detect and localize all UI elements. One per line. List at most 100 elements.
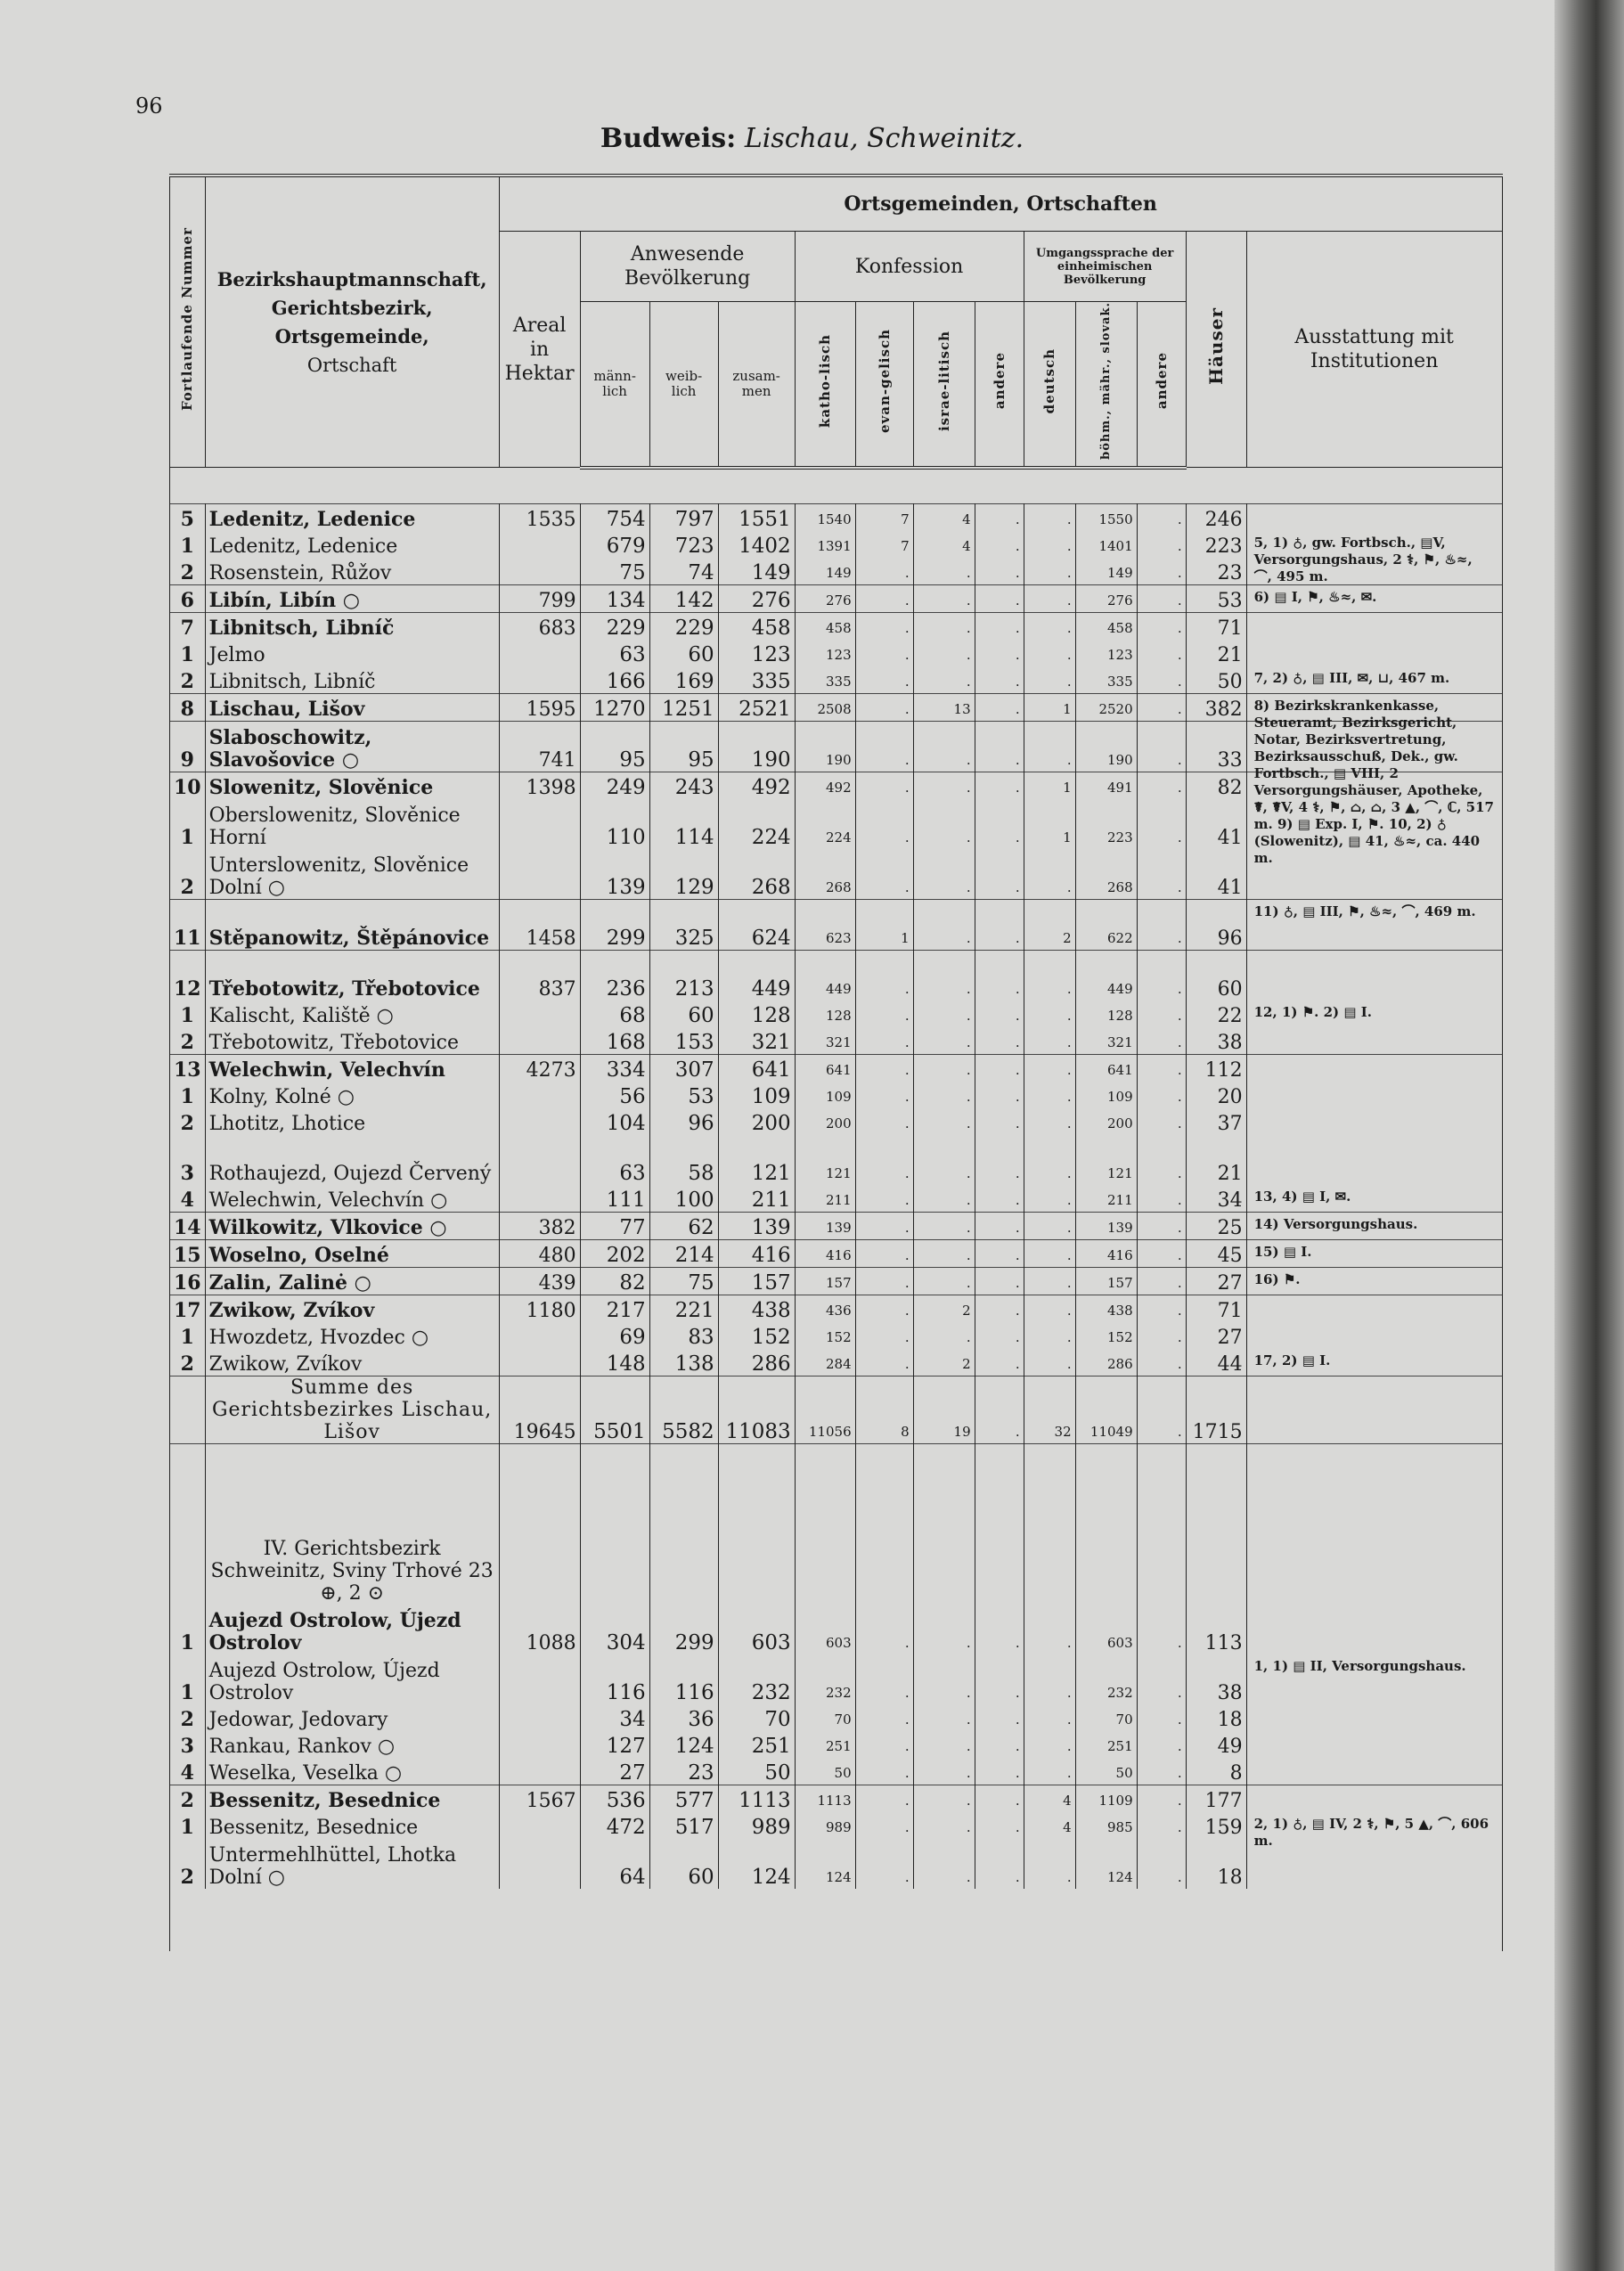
cell-areal	[498, 1811, 581, 1839]
cell-evangelisch: .	[854, 1000, 914, 1027]
row-notes: 13, 4) ▤ I, ✉.	[1245, 1184, 1503, 1213]
cell-weiblich: 53	[649, 1081, 719, 1108]
row-name: Ledenitz, Ledenice	[204, 502, 500, 531]
row-name: Woselno, Oselné	[204, 1238, 500, 1268]
cell-andere-konf: .	[974, 720, 1024, 772]
institutions-note: 14) Versorgungshaus.	[1253, 1215, 1418, 1232]
cell-deutsch: .	[1023, 1838, 1076, 1889]
row-name: Lischau, Lišov	[204, 692, 500, 722]
cell-zusammen: 200	[717, 1107, 796, 1135]
cell-andere-konf: .	[974, 949, 1024, 1001]
row-number: 8	[169, 692, 206, 722]
cell-haeuser: 25	[1185, 1211, 1247, 1240]
cell-andere-konf: .	[974, 1757, 1024, 1785]
row-number: 6	[169, 584, 206, 613]
cell-evangelisch: 7	[854, 502, 914, 531]
cell-katholisch: 70	[794, 1703, 856, 1731]
row-number: 13	[169, 1053, 206, 1082]
cell-israelitisch: .	[912, 1026, 975, 1055]
row-number: 15	[169, 1238, 206, 1268]
cell-andere-konf: .	[974, 666, 1024, 694]
header-ausstattung: Ausstattung mit Institutionen	[1245, 230, 1503, 469]
table-row: 16 Zalin, Zalinė ○ 439 82 75 157 157.... 157. 27…	[169, 1266, 1503, 1295]
cell-evangelisch: .	[854, 1321, 914, 1349]
cell-andere-konf: .	[974, 1784, 1024, 1812]
cell-boehmisch: 458	[1074, 611, 1138, 640]
table-row: 2 Jedowar, Jedovary 34 36 70 70.... 70. 18	[169, 1703, 1503, 1731]
cell-haeuser: 177	[1185, 1784, 1247, 1812]
row-notes	[1245, 557, 1503, 585]
row-number: 2	[169, 557, 206, 585]
cell-boehmisch: 152	[1074, 1321, 1138, 1349]
cell-andere-sprache: .	[1136, 1053, 1187, 1082]
cell-areal: 480	[498, 1238, 581, 1268]
cell-israelitisch: .	[912, 1757, 975, 1785]
cell-areal	[498, 1026, 581, 1055]
cell-andere-konf: .	[974, 1604, 1024, 1654]
table-row: 17 Zwikow, Zvíkov 1180 217 221 438 436. 2.. 438.…	[169, 1294, 1503, 1322]
cell-evangelisch: .	[854, 848, 914, 900]
cell-zusammen: 190	[717, 720, 796, 772]
cell-haeuser: 8	[1185, 1757, 1247, 1785]
cell-andere-sprache: .	[1136, 798, 1187, 849]
cell-maennlich: 5501	[579, 1375, 650, 1444]
cell-andere-sprache: .	[1136, 1081, 1187, 1108]
cell-haeuser: 50	[1185, 666, 1247, 694]
header-haeuser: Häuser	[1185, 230, 1247, 469]
table-row: 1 Jelmo 63 60 123 123.... 123. 21	[169, 639, 1503, 666]
cell-zusammen: 124	[717, 1838, 796, 1889]
table-row: 14 Wilkowitz, Vlkovice ○ 382 77 62 139 139....…	[169, 1211, 1503, 1240]
cell-areal: 741	[498, 720, 581, 772]
cell-andere-sprache: .	[1136, 692, 1187, 722]
cell-weiblich: 129	[649, 848, 719, 900]
cell-israelitisch: .	[912, 1184, 975, 1213]
cell-maennlich: 95	[579, 720, 650, 772]
cell-boehmisch: 622	[1074, 898, 1138, 951]
cell-zusammen: 139	[717, 1211, 796, 1240]
cell-boehmisch: 1550	[1074, 502, 1138, 531]
cell-katholisch: 124	[794, 1838, 856, 1889]
cell-areal: 1180	[498, 1294, 581, 1322]
cell-boehmisch: 1109	[1074, 1784, 1138, 1812]
cell-zusammen: 70	[717, 1703, 796, 1731]
cell-boehmisch: 211	[1074, 1184, 1138, 1213]
row-notes	[1245, 1081, 1503, 1108]
cell-deutsch: .	[1023, 1294, 1076, 1322]
cell-katholisch: 436	[794, 1294, 856, 1322]
cell-katholisch: 109	[794, 1081, 856, 1108]
cell-boehmisch: 641	[1074, 1053, 1138, 1082]
cell-haeuser: 38	[1185, 1026, 1247, 1055]
cell-katholisch: 157	[794, 1266, 856, 1295]
cell-deutsch: 4	[1023, 1811, 1076, 1839]
cell-israelitisch: .	[912, 848, 975, 900]
row-notes	[1245, 502, 1503, 531]
cell-deutsch: .	[1023, 1081, 1076, 1108]
row-name: IV. Gerichtsbezirk Schweinitz, Sviny Trh…	[204, 1442, 500, 1605]
cell-andere-konf: .	[974, 1730, 1024, 1758]
table-row: 7 Libnitsch, Libníč 683 229 229 458 458.... 458…	[169, 611, 1503, 640]
row-name: Jedowar, Jedovary	[204, 1703, 500, 1731]
cell-katholisch: 641	[794, 1053, 856, 1082]
cell-areal: 4273	[498, 1053, 581, 1082]
cell-areal	[498, 639, 581, 666]
cell-deutsch: 1	[1023, 692, 1076, 722]
cell-zusammen: 2521	[717, 692, 796, 722]
cell-katholisch: 284	[794, 1348, 856, 1376]
cell-haeuser: 159	[1185, 1811, 1247, 1839]
cell-weiblich: 169	[649, 666, 719, 694]
cell-weiblich: 797	[649, 502, 719, 531]
cell-andere-sprache: .	[1136, 898, 1187, 951]
cell-israelitisch	[912, 1442, 975, 1605]
row-number: 5	[169, 502, 206, 531]
institutions-note: 15) ▤ I.	[1253, 1243, 1312, 1260]
cell-katholisch: 268	[794, 848, 856, 900]
cell-andere-konf: .	[974, 898, 1024, 951]
scan-edge	[1555, 0, 1624, 2271]
cell-andere-sprache: .	[1136, 1757, 1187, 1785]
cell-katholisch: 128	[794, 1000, 856, 1027]
cell-maennlich: 63	[579, 1134, 650, 1185]
row-notes	[1245, 1730, 1503, 1758]
cell-areal	[498, 1757, 581, 1785]
cell-areal: 837	[498, 949, 581, 1001]
cell-evangelisch: .	[854, 611, 914, 640]
